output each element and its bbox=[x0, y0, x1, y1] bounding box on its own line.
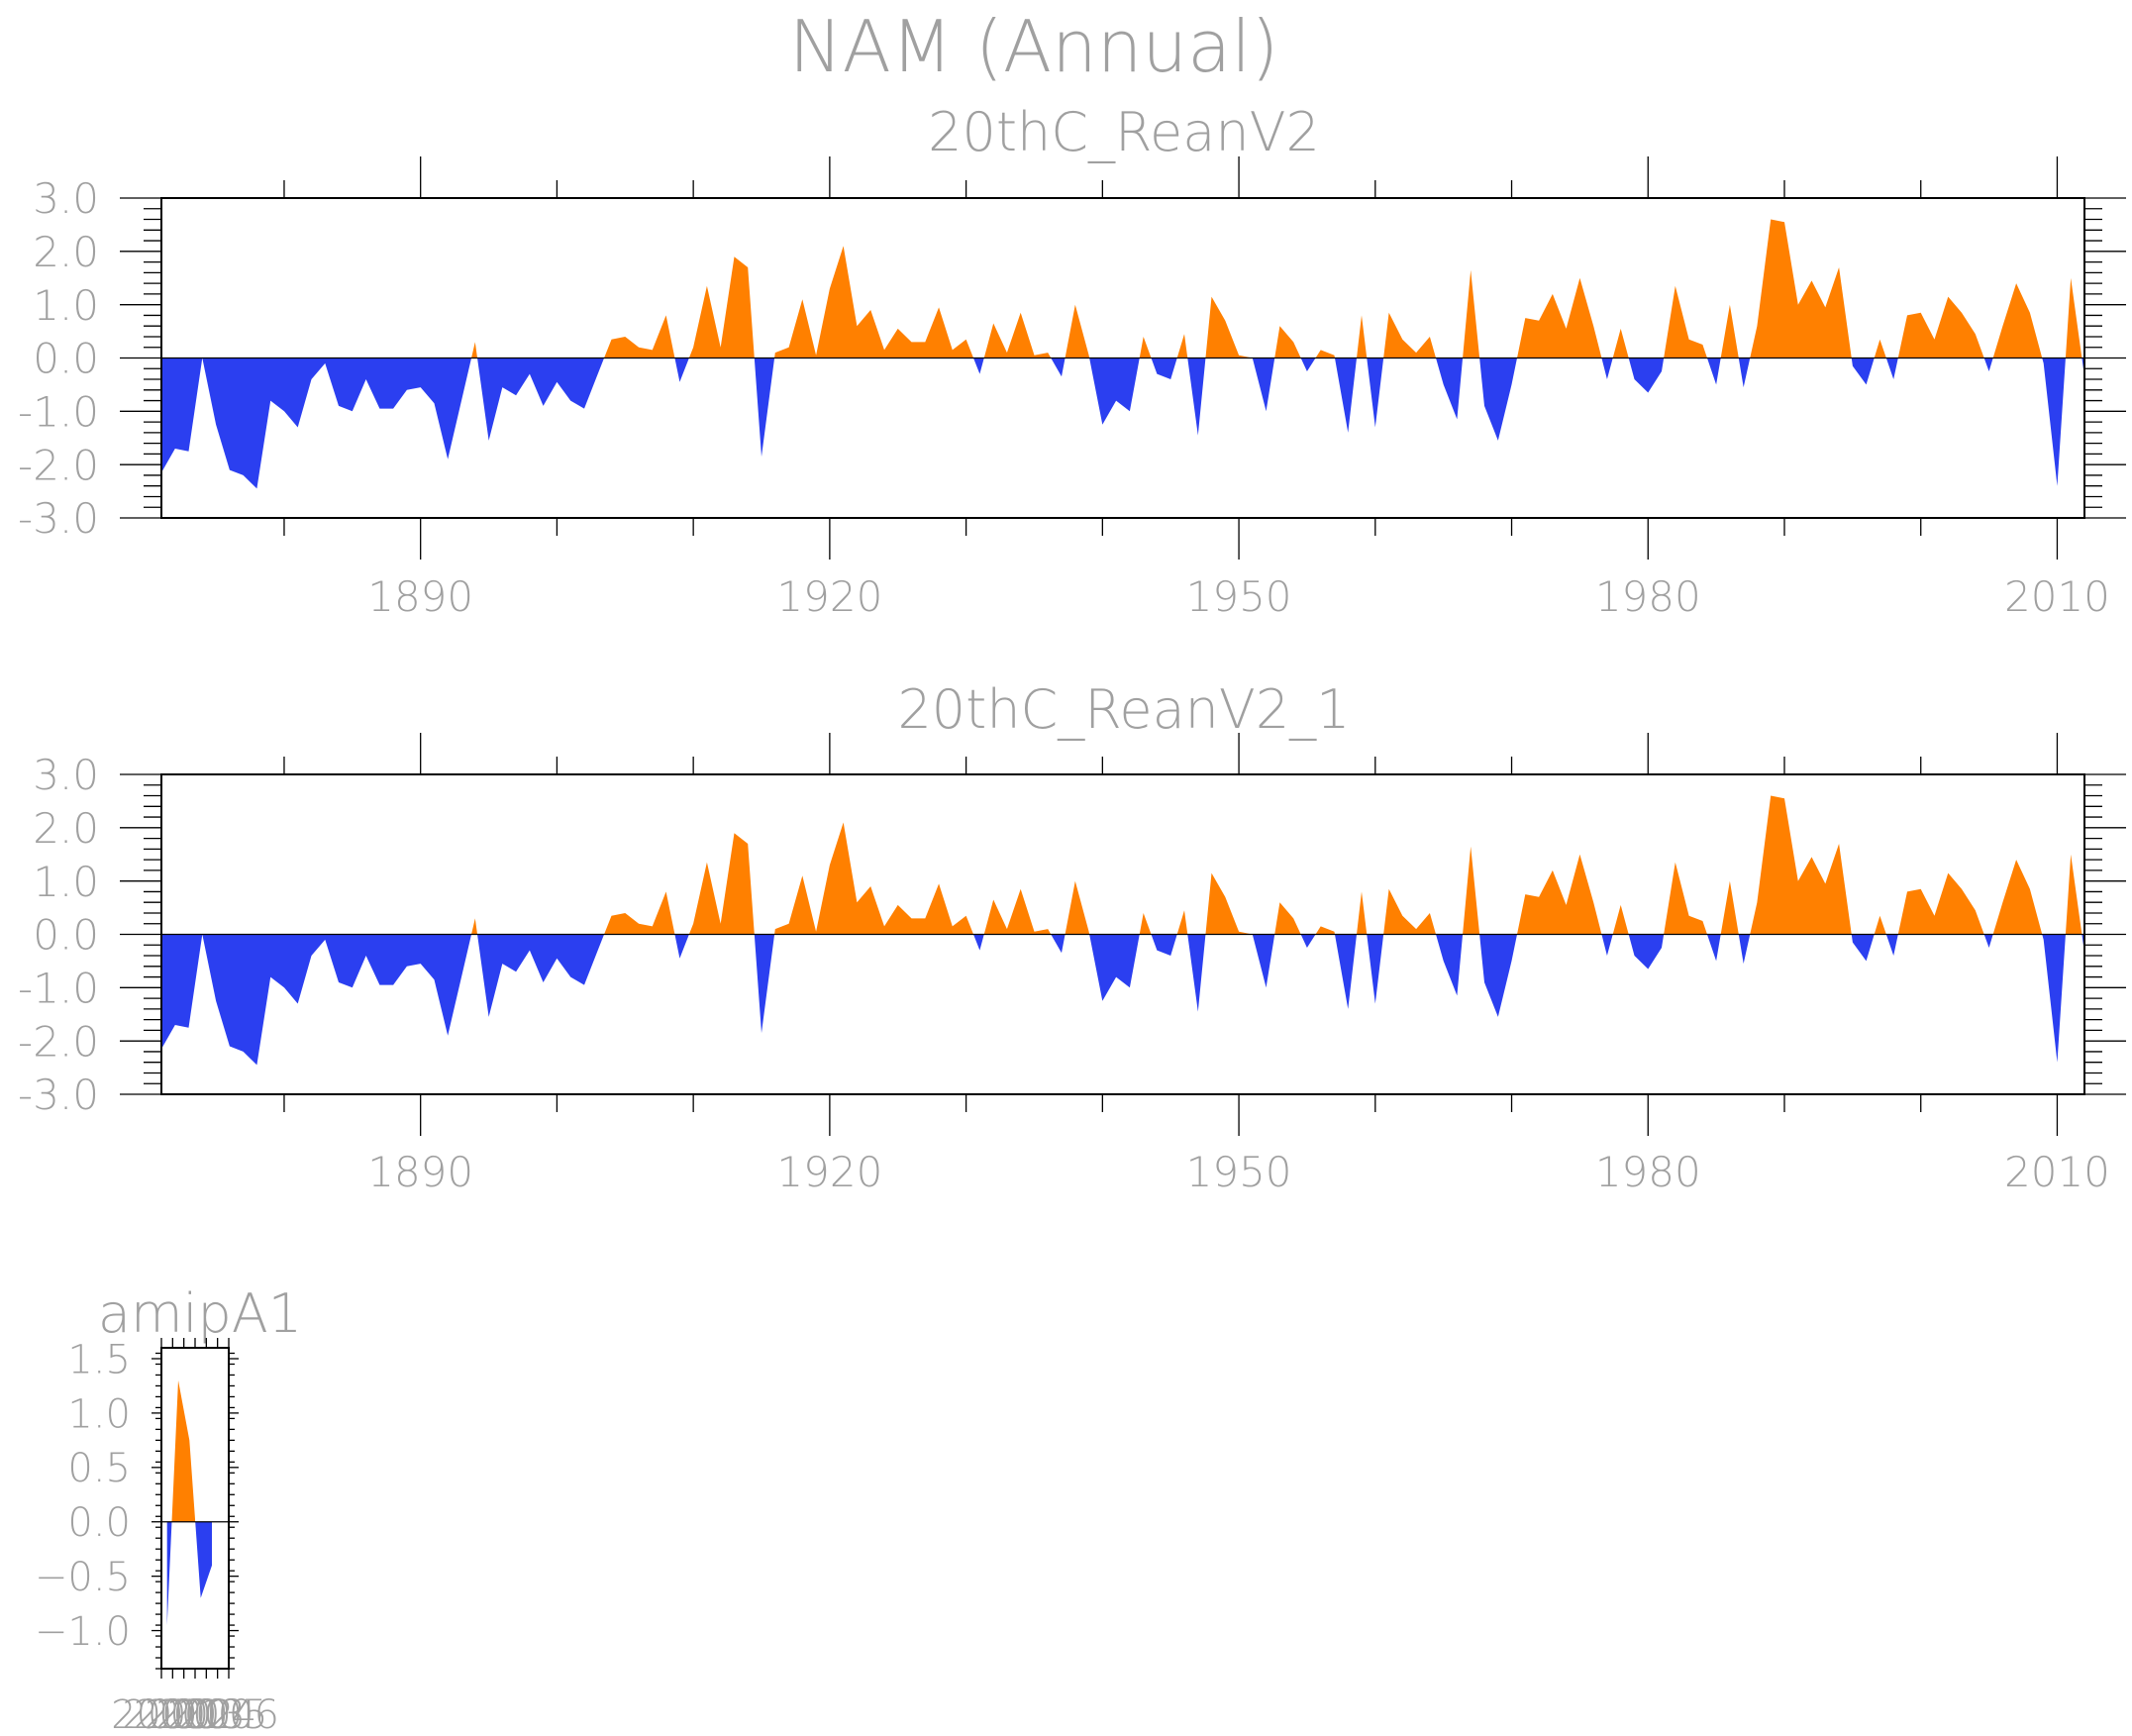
x-tick-label: 2004 bbox=[155, 1692, 256, 1736]
x-tick-label: 2001 bbox=[122, 1692, 223, 1736]
y-tick-label: 1.0 bbox=[33, 858, 99, 906]
negative-anomaly-area bbox=[161, 357, 2084, 489]
y-tick-label: 0.0 bbox=[33, 911, 99, 960]
y-tick-label: −0.5 bbox=[35, 1555, 131, 1600]
x-tick-label: 2010 bbox=[2004, 572, 2110, 621]
x-tick-label: 1920 bbox=[776, 572, 882, 621]
y-tick-label: 0.0 bbox=[67, 1500, 131, 1546]
y-tick-label: 0.5 bbox=[67, 1446, 131, 1491]
y-tick-label: −1.0 bbox=[35, 1609, 131, 1655]
x-tick-label: 1920 bbox=[776, 1148, 882, 1196]
y-tick-label: 2.0 bbox=[33, 804, 99, 853]
panel-20thc-reanv2: 20thC_ReanV2 1890 1920 1950 1980 2010 -3.0 -2.… bbox=[18, 101, 2126, 621]
y-tick-label: -2.0 bbox=[18, 441, 99, 489]
negative-anomaly-area bbox=[166, 1521, 212, 1626]
y-tick-label: -3.0 bbox=[18, 1071, 99, 1119]
y-tick-label: -1.0 bbox=[18, 964, 99, 1012]
panel-title: amipA1 bbox=[98, 1282, 302, 1345]
positive-anomaly-area bbox=[166, 1379, 212, 1522]
x-tick-label: 2003 bbox=[145, 1692, 246, 1736]
plot-frame bbox=[160, 1347, 230, 1670]
x-tick-label: 2006 bbox=[178, 1692, 279, 1736]
y-tick-label: -2.0 bbox=[18, 1017, 99, 1066]
y-tick-label: 1.0 bbox=[33, 281, 99, 330]
y-tick-label: 3.0 bbox=[33, 751, 99, 799]
x-tick-label: 2010 bbox=[2004, 1148, 2110, 1196]
negative-anomaly-area bbox=[161, 934, 2084, 1066]
y-tick-label: 2.0 bbox=[33, 228, 99, 276]
y-tick-label: -1.0 bbox=[18, 387, 99, 436]
x-tick-label: 2005 bbox=[167, 1692, 268, 1736]
panel-20thc-reanv2-1: 20thC_ReanV2_1 1890 1920 1950 1980 2010 -3.0 -… bbox=[18, 678, 2126, 1196]
panel-title: 20thC_ReanV2_1 bbox=[897, 678, 1350, 741]
x-tick-label: 2002 bbox=[134, 1692, 235, 1736]
y-tick-label: 0.0 bbox=[33, 335, 99, 383]
x-tick-label: 1890 bbox=[367, 572, 473, 621]
y-tick-label: 1.0 bbox=[67, 1391, 131, 1437]
figure-title: NAM (Annual) bbox=[789, 5, 1279, 88]
y-tick-label: -3.0 bbox=[18, 494, 99, 543]
x-tick-label: 1950 bbox=[1186, 572, 1292, 621]
y-tick-label: 3.0 bbox=[33, 174, 99, 223]
x-tick-label: 2000 bbox=[111, 1692, 212, 1736]
x-tick-label: 1980 bbox=[1595, 1148, 1701, 1196]
y-tick-label: 1.5 bbox=[67, 1337, 131, 1382]
x-tick-label: 1890 bbox=[367, 1148, 473, 1196]
x-tick-label: 1980 bbox=[1595, 572, 1701, 621]
panel-title: 20thC_ReanV2 bbox=[928, 101, 1320, 163]
x-tick-label: 1950 bbox=[1186, 1148, 1292, 1196]
